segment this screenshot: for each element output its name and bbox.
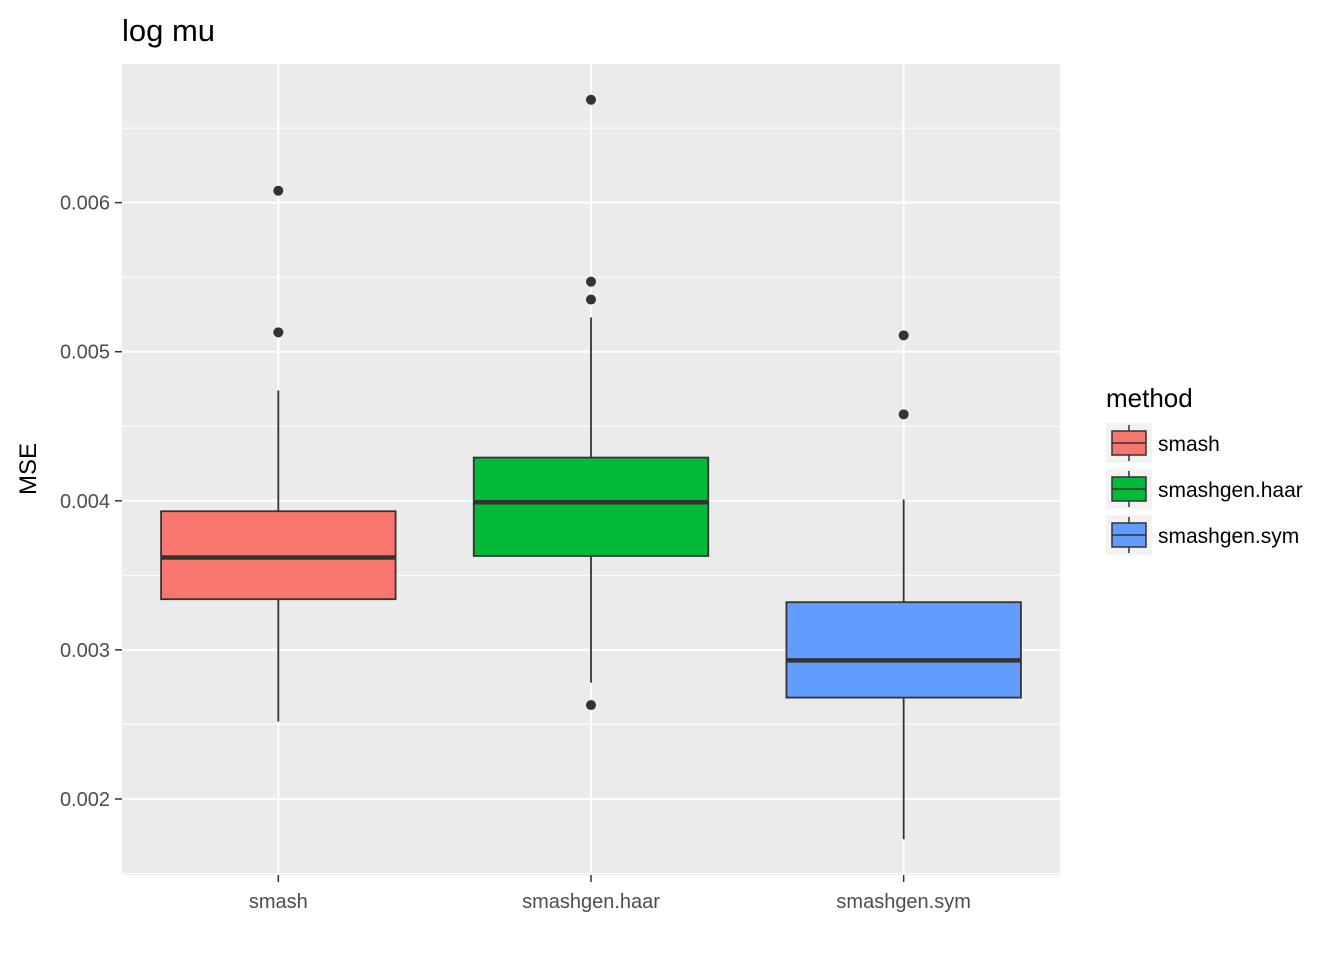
x-tick-label: smashgen.haar <box>522 891 660 913</box>
chart-title: log mu <box>122 13 215 48</box>
y-tick-label: 0.003 <box>60 640 110 662</box>
y-tick-label: 0.006 <box>60 193 110 215</box>
outlier-point <box>898 409 909 420</box>
y-axis: 0.002 0.003 0.004 0.005 0.006 <box>60 193 122 811</box>
legend-item-smash: smash <box>1106 423 1220 463</box>
outlier-point <box>586 94 596 105</box>
legend-item-smashgen-haar: smashgen.haar <box>1106 469 1303 509</box>
y-tick-label: 0.002 <box>60 789 110 811</box>
box-iqr <box>472 456 710 557</box>
legend-title: method <box>1106 383 1193 413</box>
legend-label: smashgen.haar <box>1158 479 1303 502</box>
legend-item-smashgen-sym: smashgen.sym <box>1106 515 1299 555</box>
x-tick-label: smash <box>249 891 308 913</box>
legend-label: smashgen.sym <box>1158 525 1299 548</box>
box-iqr <box>785 601 1022 699</box>
y-tick-label: 0.004 <box>60 491 110 513</box>
x-axis: smash smashgen.haar smashgen.sym <box>249 875 971 913</box>
x-tick-label: smashgen.sym <box>836 891 971 913</box>
outlier-point <box>273 185 284 196</box>
box-smashgen-sym <box>785 330 1022 840</box>
outlier-point <box>586 700 596 711</box>
boxes <box>160 94 1022 840</box>
legend-label: smash <box>1158 433 1220 456</box>
legend: method smash smashgen.haar smashgen.sym <box>1106 383 1303 555</box>
y-axis-title: MSE <box>15 443 42 495</box>
outlier-point <box>273 327 284 338</box>
box-smash <box>160 185 397 722</box>
outlier-point <box>586 294 596 305</box>
outlier-point <box>586 276 596 287</box>
y-tick-label: 0.005 <box>60 342 110 364</box>
outlier-point <box>898 330 909 341</box>
box-smashgen-haar <box>472 94 710 711</box>
